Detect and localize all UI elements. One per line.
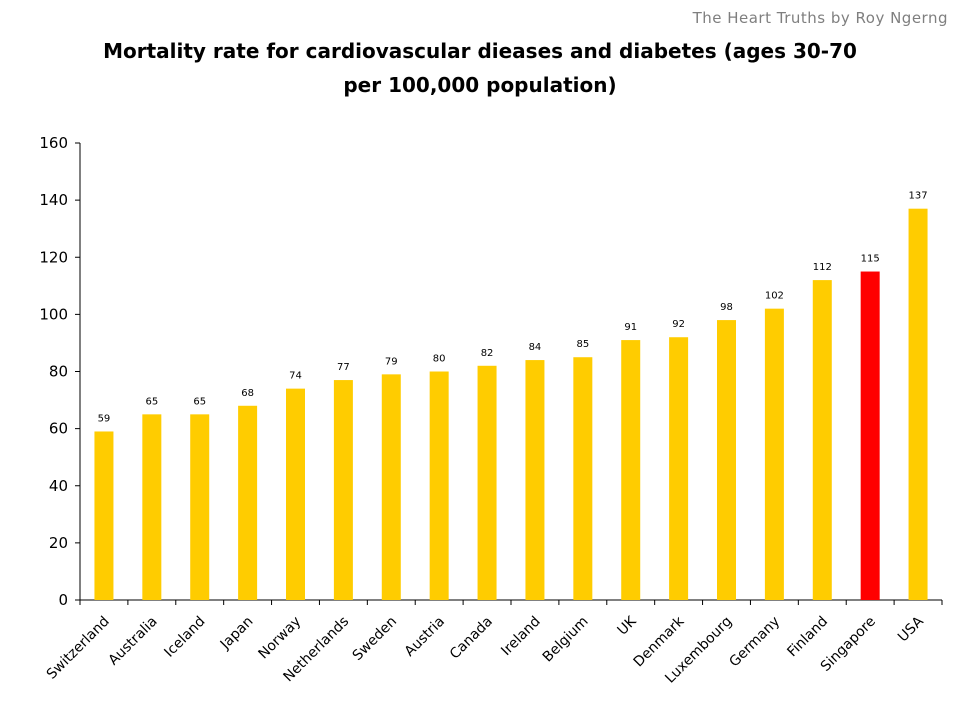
category-label: Austria: [402, 614, 448, 660]
category-label: UK: [614, 613, 640, 639]
data-label: 102: [765, 291, 784, 302]
bar-iceland: [190, 414, 210, 600]
bar-norway: [286, 388, 305, 600]
category-label: Ireland: [498, 614, 544, 660]
y-tick-label: 120: [39, 248, 68, 266]
bar-singapore: [860, 271, 880, 600]
data-label: 65: [145, 396, 158, 407]
data-label: 91: [624, 322, 637, 333]
category-label: Iceland: [161, 614, 208, 661]
data-label: 65: [193, 396, 206, 407]
data-label: 68: [241, 388, 254, 399]
data-label: 85: [576, 339, 589, 350]
data-labels: 59 65 65 68 74 77 79 80 82 84 85 91 92 98 102 112 115 137: [98, 191, 928, 425]
data-label: 92: [672, 319, 685, 330]
data-label: 74: [289, 371, 302, 382]
chart-title-line2: per 100,000 population): [343, 73, 617, 97]
y-tick-label: 40: [49, 477, 68, 495]
bar-luxembourg: [717, 320, 736, 600]
y-axis: 0 20 40 60 80 100 120 140 160: [39, 134, 81, 609]
y-tick-label: 60: [49, 420, 68, 438]
bar-netherlands: [333, 380, 353, 600]
data-label: 80: [433, 354, 446, 365]
data-label: 82: [481, 348, 494, 359]
bar-ireland: [525, 360, 545, 600]
chart-title: Mortality rate for cardiovascular diease…: [0, 34, 960, 102]
bar-australia: [142, 414, 162, 600]
bar-denmark: [669, 337, 689, 600]
y-tick-label: 80: [49, 363, 68, 381]
category-label: Switzerland: [44, 614, 113, 683]
bar-germany: [764, 308, 784, 600]
data-label: 84: [529, 342, 542, 353]
category-label: Canada: [447, 614, 496, 663]
category-label: Belgium: [540, 614, 592, 666]
y-tick-label: 0: [58, 591, 68, 609]
data-label: 59: [98, 413, 111, 424]
bars: [94, 208, 928, 600]
data-label: 112: [813, 262, 832, 273]
data-label: 137: [909, 191, 928, 202]
chart-title-line1: Mortality rate for cardiovascular diease…: [103, 39, 857, 63]
data-label: 115: [861, 254, 880, 265]
category-label: Germany: [726, 614, 783, 671]
category-label: Australia: [106, 614, 161, 669]
x-axis: [79, 599, 943, 605]
bar-switzerland: [94, 431, 114, 600]
bar-belgium: [573, 357, 593, 600]
bar-canada: [477, 365, 497, 600]
bar-usa: [908, 208, 928, 600]
category-label: USA: [895, 613, 927, 645]
data-label: 77: [337, 362, 350, 373]
category-label: Finland: [784, 614, 831, 661]
y-tick-label: 160: [39, 134, 68, 152]
y-tick-label: 100: [39, 305, 68, 323]
bar-uk: [621, 340, 641, 600]
category-label: Norway: [255, 614, 304, 663]
bar-austria: [429, 371, 449, 600]
y-tick-label: 140: [39, 191, 68, 209]
bar-japan: [238, 405, 258, 600]
data-label: 98: [720, 302, 733, 313]
category-label: Japan: [217, 614, 257, 654]
bar-sweden: [381, 374, 401, 600]
bar-finland: [812, 280, 832, 600]
watermark: The Heart Truths by Roy Ngerng: [692, 9, 948, 27]
y-tick-label: 20: [49, 534, 68, 552]
category-label: Sweden: [350, 614, 400, 664]
data-label: 79: [385, 356, 398, 367]
